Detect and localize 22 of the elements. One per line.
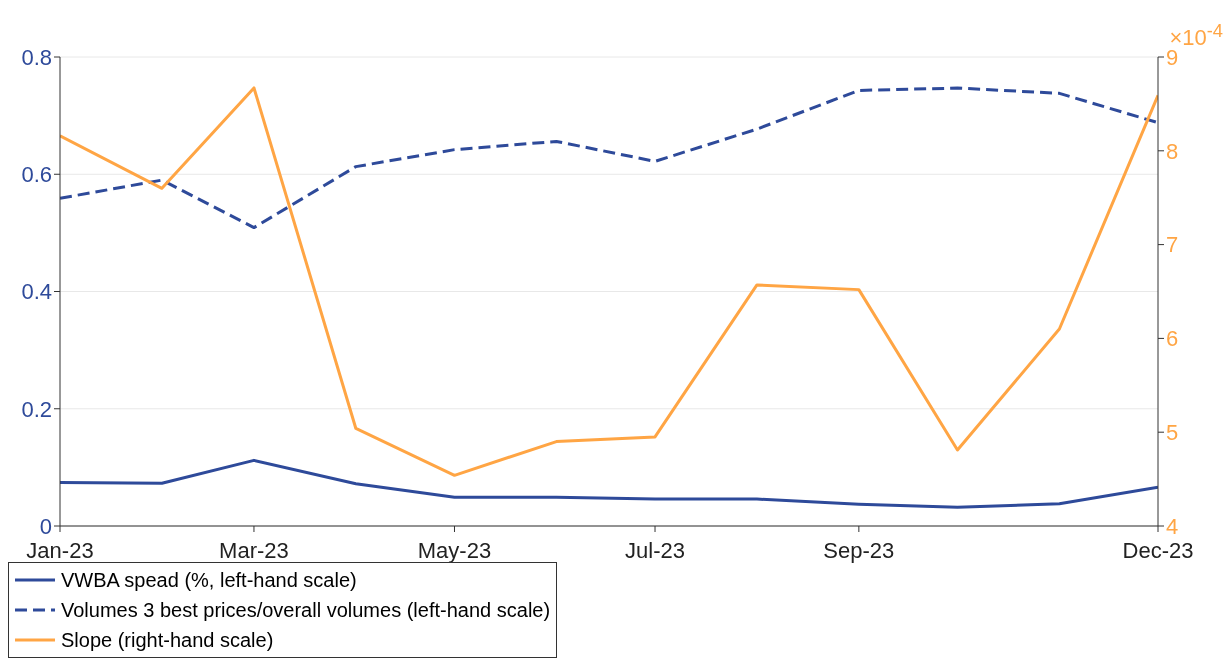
legend-label: Volumes 3 best prices/overall volumes (left-hand scale) (61, 598, 551, 623)
x-tick-label: Sep-23 (823, 537, 895, 563)
y-tick-label: 0.8 (21, 44, 52, 70)
y2-tick-label: 5 (1166, 420, 1179, 446)
x-tick-label: May-23 (417, 537, 492, 563)
legend-label: Slope (right-hand scale) (61, 628, 274, 653)
y2-tick-label: 7 (1166, 232, 1179, 258)
line-series (60, 86, 1158, 230)
x-tick-label: Jul-23 (625, 537, 685, 563)
x-tick-label: Dec-23 (1122, 537, 1194, 563)
y-tick-label: 0.2 (21, 396, 52, 422)
legend-label: VWBA spead (%, left-hand scale) (61, 568, 357, 593)
y2-tick-label: 6 (1166, 326, 1179, 352)
y-tick-label: 0.4 (21, 279, 52, 305)
y2-tick-label: 4 (1166, 513, 1179, 539)
line-series (60, 86, 1158, 477)
line-series (60, 458, 1158, 509)
y2-tick-label: 8 (1166, 138, 1179, 164)
x-tick-label: Jan-23 (26, 537, 94, 563)
y-tick-label: 0 (39, 513, 52, 539)
y-tick-label: 0.6 (21, 162, 52, 188)
x-tick-label: Mar-23 (219, 537, 289, 563)
